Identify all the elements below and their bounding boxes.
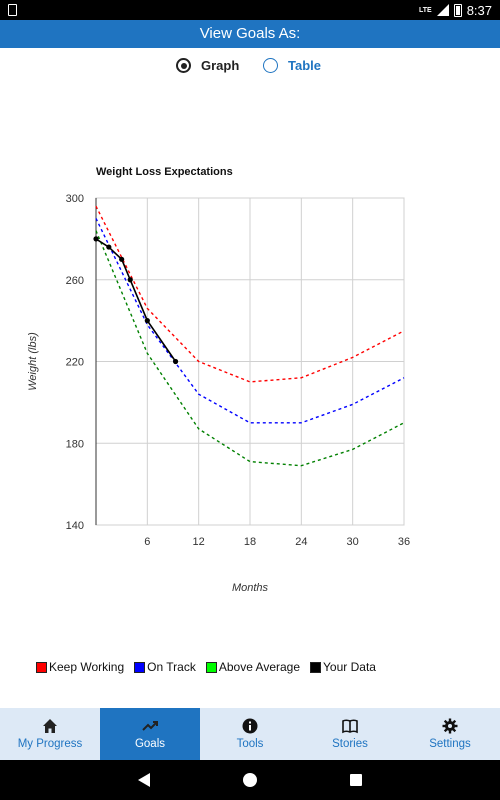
tab-goals[interactable]: Goals bbox=[100, 708, 200, 760]
y-axis-label: Weight (lbs) bbox=[27, 332, 39, 391]
tab-tools[interactable]: Tools bbox=[200, 708, 300, 760]
legend-label: Your Data bbox=[323, 660, 376, 674]
x-tick-label: 30 bbox=[347, 536, 359, 548]
book-icon bbox=[342, 719, 358, 734]
data-point bbox=[106, 244, 112, 250]
x-tick-label: 24 bbox=[295, 536, 307, 548]
legend-swatch bbox=[36, 661, 47, 673]
legend-item-keep-working: Keep Working bbox=[36, 660, 124, 674]
legend-item-above-average: Above Average bbox=[205, 660, 301, 674]
series-line-keep-working bbox=[95, 205, 405, 383]
x-tick-label: 36 bbox=[398, 536, 410, 548]
sd-card-icon bbox=[8, 4, 17, 16]
series-line-above-average bbox=[95, 230, 405, 467]
y-tick-label: 140 bbox=[66, 520, 84, 532]
network-type: LTE bbox=[418, 6, 432, 14]
tab-label: Tools bbox=[236, 738, 264, 750]
back-icon[interactable] bbox=[136, 772, 152, 788]
graph-radio[interactable]: Graph bbox=[176, 58, 239, 73]
legend-item-on-track: On Track bbox=[134, 660, 196, 674]
legend-swatch bbox=[205, 661, 217, 673]
chart-svg: 6 12 18 24 30 36 140 180 220 260 300 Weight Loss Ex… bbox=[27, 166, 410, 594]
system-nav-bar bbox=[0, 760, 500, 800]
gear-icon bbox=[442, 718, 458, 734]
tab-my-progress[interactable]: My Progress bbox=[0, 708, 100, 760]
weight-chart: 6 12 18 24 30 36 140 180 220 260 300 Weight Loss Ex… bbox=[0, 160, 500, 610]
data-point bbox=[127, 277, 133, 283]
y-tick-label: 180 bbox=[66, 438, 84, 450]
data-point bbox=[119, 256, 125, 262]
legend-swatch bbox=[134, 661, 146, 673]
y-tick-label: 220 bbox=[66, 357, 84, 369]
tab-label: Goals bbox=[134, 738, 166, 750]
view-toggle: Graph Table bbox=[0, 58, 500, 78]
status-bar: LTE 8:37 bbox=[0, 0, 500, 20]
legend-label: Above Average bbox=[218, 660, 301, 674]
recents-icon[interactable] bbox=[348, 772, 364, 788]
tab-label: My Progress bbox=[17, 738, 83, 750]
legend-label: On Track bbox=[147, 660, 196, 674]
x-tick-label: 18 bbox=[244, 536, 256, 548]
tab-label: Settings bbox=[429, 738, 471, 750]
legend-swatch bbox=[310, 661, 322, 673]
data-point bbox=[144, 318, 150, 324]
tab-label: Stories bbox=[332, 738, 368, 750]
clock: 8:37 bbox=[466, 2, 492, 18]
x-tick-label: 6 bbox=[144, 536, 150, 548]
bottom-tab-bar: My Progress Goals Tools Stories bbox=[0, 708, 500, 760]
radio-unselected-icon bbox=[263, 58, 278, 73]
x-axis-label: Months bbox=[232, 582, 269, 594]
header-title: View Goals As: bbox=[199, 25, 301, 42]
tab-settings[interactable]: Settings bbox=[400, 708, 500, 760]
x-tick-label: 12 bbox=[193, 536, 205, 548]
signal-icon bbox=[436, 4, 449, 16]
data-point bbox=[93, 236, 99, 242]
radio-selected-icon bbox=[176, 58, 191, 73]
table-radio[interactable]: Table bbox=[263, 58, 321, 73]
battery-icon bbox=[453, 3, 462, 17]
chart-title: Weight Loss Expectations bbox=[96, 166, 233, 178]
legend-label: Keep Working bbox=[49, 660, 125, 674]
tab-stories[interactable]: Stories bbox=[300, 708, 400, 760]
y-tick-label: 300 bbox=[66, 193, 84, 205]
legend-item-your-data: Your Data bbox=[310, 660, 376, 674]
chart-legend: Keep Working On Track Above Average Your… bbox=[36, 660, 376, 674]
graph-radio-label: Graph bbox=[201, 58, 240, 73]
info-icon bbox=[242, 718, 258, 734]
home-icon bbox=[43, 719, 57, 733]
y-tick-label: 260 bbox=[66, 275, 84, 287]
page-header: View Goals As: bbox=[0, 20, 500, 48]
data-point bbox=[172, 358, 179, 365]
table-radio-label: Table bbox=[288, 58, 321, 73]
home-circle-icon[interactable] bbox=[242, 772, 258, 788]
trending-icon bbox=[142, 721, 158, 731]
